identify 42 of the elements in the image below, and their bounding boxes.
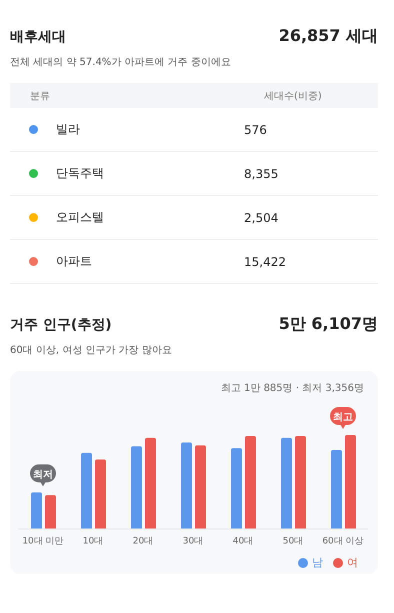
x-tick-label: 10대 <box>82 536 104 546</box>
bar <box>181 442 192 529</box>
x-tick-label: 10대 미만 <box>22 536 64 546</box>
text: 8,355 <box>244 166 278 180</box>
x-tick-label: 50대 <box>282 536 304 546</box>
text: 5만 6,107명 <box>278 314 378 335</box>
bar <box>95 459 106 529</box>
x-tick-label: 60대 이상 <box>322 536 364 546</box>
text: 전체 세대의 약 57.4%가 아파트에 거주 중이에요 <box>10 56 232 69</box>
bar <box>131 446 142 529</box>
bar <box>345 435 356 529</box>
text: 최고 1만 885명 · 최저 3,356명 <box>220 382 365 395</box>
legend-label: 여 <box>347 556 358 569</box>
text: 세대수(비중) <box>264 90 322 102</box>
category-label: 오피스텔 <box>56 209 105 226</box>
bar <box>45 495 56 529</box>
annotation: 최저 <box>33 469 53 480</box>
text: 2,504 <box>244 210 278 224</box>
text: 15,422 <box>244 254 286 268</box>
text: 분류 <box>29 90 51 102</box>
bar <box>281 438 292 529</box>
chart-subtitle: 60대 이상, 여성 인구가 가장 많아요 <box>10 344 173 357</box>
category-label: 빌라 <box>56 121 81 138</box>
x-tick-label: 20대 <box>132 536 154 546</box>
annotation: 최고 <box>333 412 353 423</box>
bar <box>331 450 342 529</box>
legend-label: 남 <box>312 556 323 569</box>
x-tick-label: 40대 <box>232 536 254 546</box>
text: 26,857 세대 <box>278 26 378 47</box>
bar <box>195 445 206 529</box>
chart-title: 거주 인구(추정) <box>10 316 112 334</box>
bar <box>245 436 256 529</box>
x-tick-label: 30대 <box>182 536 204 546</box>
bar <box>31 492 42 529</box>
bar <box>81 452 92 529</box>
category-label: 아파트 <box>56 253 93 270</box>
bar <box>145 438 156 529</box>
text: 배후세대 <box>10 28 66 46</box>
bar <box>295 436 306 529</box>
text: 576 <box>244 122 267 136</box>
bar <box>231 448 242 529</box>
category-label: 단독주택 <box>56 165 105 182</box>
